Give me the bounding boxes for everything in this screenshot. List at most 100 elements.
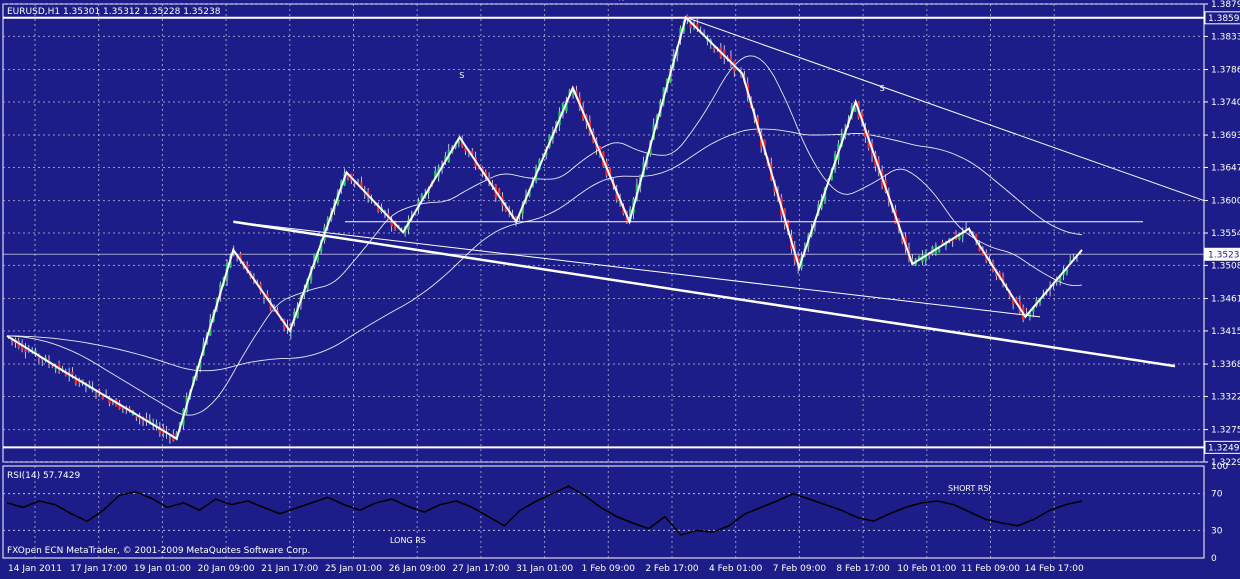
candle-body	[571, 94, 575, 96]
y-tick-label: 1.36930	[1211, 131, 1240, 141]
candle-body	[689, 21, 692, 28]
candle-body	[1032, 307, 1035, 312]
x-tick-label: 10 Feb 01:00	[897, 564, 956, 574]
candle-body	[94, 393, 98, 395]
y-tick-label: 1.36470	[1211, 163, 1240, 173]
candle-body	[1058, 275, 1062, 282]
y-tick-label: 1.34610	[1211, 295, 1240, 305]
y-tick-label: 1.37860	[1211, 66, 1240, 76]
x-tick-label: 7 Feb 09:00	[773, 564, 827, 574]
candle-body	[1079, 253, 1082, 255]
candle-body	[51, 366, 54, 368]
candle-body	[266, 293, 269, 301]
candle-body	[434, 171, 437, 179]
candle-body	[118, 402, 121, 410]
x-tick-label: 17 Jan 17:00	[70, 564, 127, 574]
y-tick-label: 1.32750	[1211, 426, 1240, 436]
trend-line	[685, 16, 1205, 202]
y-tick-label: 1.34150	[1211, 327, 1240, 337]
rsi-tick-label: 70	[1211, 490, 1223, 500]
candle-body	[1065, 268, 1069, 273]
candle-body	[464, 147, 467, 152]
candle-body	[390, 221, 393, 227]
candle-body	[128, 407, 131, 411]
x-tick-label: 1 Feb 09:00	[582, 564, 636, 574]
candle-body	[726, 56, 729, 58]
candle-body	[1069, 260, 1072, 263]
annotation-label: S	[459, 71, 464, 80]
candle-body	[938, 248, 941, 253]
y-tick-label: 1.35080	[1211, 261, 1240, 271]
x-tick-label: 8 Feb 17:00	[836, 564, 890, 574]
candle-body	[24, 349, 27, 353]
candle-body	[944, 242, 948, 247]
annotation-label: K	[618, 0, 624, 3]
candle-body	[168, 436, 172, 438]
candle-body	[377, 205, 380, 212]
y-tick-label: 1.37400	[1211, 98, 1240, 108]
x-tick-label: 31 Jan 01:00	[516, 564, 573, 574]
candle-body	[78, 381, 81, 383]
candle-body	[729, 56, 733, 65]
candle-body	[917, 256, 921, 260]
rsi-tick-label: 0	[1211, 554, 1217, 564]
chart-title: EURUSD,H1 1.35301 1.35312 1.35228 1.3523…	[7, 7, 221, 17]
y-tick-label: 1.35540	[1211, 229, 1240, 239]
candle-body	[155, 423, 158, 426]
rsi-title: RSI(14) 57.7429	[7, 471, 80, 481]
zigzag-line	[6, 15, 1083, 441]
candle-body	[393, 220, 397, 230]
candle-body	[360, 182, 363, 188]
candle-body	[484, 171, 487, 176]
candle-body	[504, 207, 508, 212]
candle-body	[64, 373, 67, 376]
candle-body	[460, 139, 464, 147]
candle-body	[27, 350, 31, 352]
x-tick-label: 11 Feb 09:00	[961, 564, 1020, 574]
candle-body	[961, 233, 964, 237]
candle-body	[854, 108, 857, 112]
candle-body	[696, 24, 699, 28]
trend-line	[233, 221, 1041, 318]
candle-body	[1072, 256, 1075, 258]
price-label-box	[1204, 11, 1240, 25]
candle-body	[981, 252, 985, 256]
candle-body	[712, 47, 716, 50]
candle-body	[716, 51, 719, 53]
copyright-footer: FXOpen ECN MetaTrader, © 2001-2009 MetaQ…	[7, 546, 310, 556]
candle-body	[111, 402, 115, 404]
rsi-panel-frame	[2, 465, 1205, 559]
candle-body	[702, 33, 706, 35]
candle-body	[148, 419, 151, 422]
trend-line	[233, 220, 1176, 368]
price-label: 1.35238	[1208, 250, 1240, 260]
candle-body	[565, 100, 568, 112]
candle-body	[158, 428, 162, 434]
rsi-line	[6, 485, 1083, 536]
x-tick-label: 19 Jan 01:00	[134, 564, 191, 574]
candle-body	[706, 39, 709, 42]
price-label-box	[1204, 247, 1240, 261]
x-tick-label: 14 Jan 2011	[8, 564, 62, 574]
x-tick-label: 21 Jan 17:00	[261, 564, 318, 574]
y-tick-label: 1.36000	[1211, 197, 1240, 207]
rsi-annotation: SHORT RSI	[948, 484, 991, 493]
candle-body	[497, 189, 501, 195]
candle-body	[1075, 257, 1079, 259]
rsi-annotation: LONG RS	[390, 536, 426, 545]
candle-body	[41, 358, 44, 361]
candle-body	[239, 253, 242, 262]
y-tick-label: 1.33220	[1211, 392, 1240, 402]
candle-body	[71, 371, 74, 375]
x-tick-label: 27 Jan 17:00	[452, 564, 509, 574]
candle-body	[54, 367, 57, 369]
candle-body	[420, 194, 424, 200]
candle-body	[958, 236, 961, 240]
price-label: 1.32498	[1208, 443, 1240, 453]
x-tick-label: 2 Feb 17:00	[645, 564, 699, 574]
candle-body	[245, 264, 249, 271]
candle-body	[723, 49, 726, 59]
candle-body	[74, 376, 78, 384]
candle-body	[974, 233, 978, 240]
